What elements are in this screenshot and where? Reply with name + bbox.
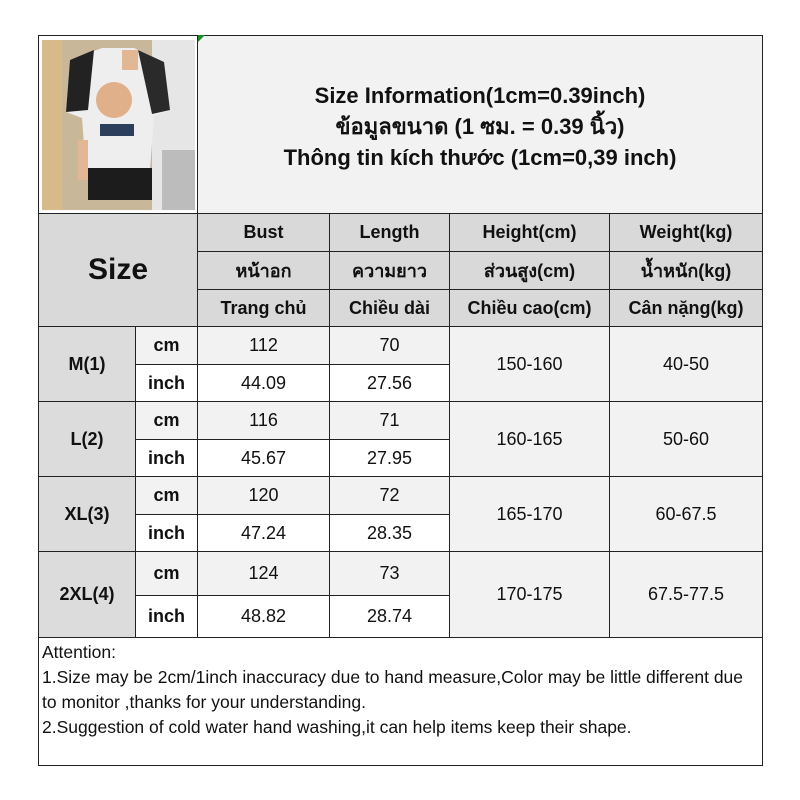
col-weight-vi: Cân nặng(kg)	[609, 289, 763, 327]
size-label: 2XL(4)	[38, 551, 136, 638]
unit-cm: cm	[135, 476, 198, 515]
table-row: XL(3) cm 120 72 165-170 60-67.5	[38, 476, 763, 552]
table-row: inch 45.67 27.95	[39, 439, 763, 477]
weight-range: 60-67.5	[609, 476, 763, 552]
col-bust-thai: หน้าอก	[197, 251, 330, 290]
attention-notes: Attention: 1.Size may be 2cm/1inch inacc…	[38, 637, 763, 766]
size-label: M(1)	[38, 326, 136, 402]
col-weight: Weight(kg)	[609, 213, 763, 252]
size-label: XL(3)	[38, 476, 136, 552]
bust-inch: 47.24	[197, 514, 330, 552]
size-table: Size Information(1cm=0.39inch) ข้อมูลขนา…	[38, 35, 763, 766]
unit-inch: inch	[135, 439, 198, 477]
size-header: Size	[38, 213, 198, 327]
unit-inch: inch	[135, 364, 198, 402]
table-row: inch 48.82 28.74	[39, 595, 763, 638]
col-length-vi: Chiều dài	[329, 289, 450, 327]
attention-note-1: 1.Size may be 2cm/1inch inaccuracy due t…	[42, 667, 744, 712]
length-inch: 27.95	[329, 439, 450, 477]
bust-cm: 124	[197, 551, 330, 596]
weight-range: 40-50	[609, 326, 763, 402]
length-inch: 28.74	[329, 595, 450, 638]
table-row: L(2) cm 116 71 160-165 50-60	[38, 401, 763, 477]
bust-inch: 44.09	[197, 364, 330, 402]
table-row: M(1) cm 112 70 150-160 40-50	[38, 326, 763, 402]
col-bust-vi: Trang chủ	[197, 289, 330, 327]
unit-cm: cm	[135, 401, 198, 440]
unit-cm: cm	[135, 326, 198, 365]
length-cm: 70	[329, 326, 450, 365]
bust-inch: 45.67	[197, 439, 330, 477]
length-cm: 72	[329, 476, 450, 515]
height-range: 170-175	[449, 551, 610, 638]
length-inch: 28.35	[329, 514, 450, 552]
length-cm: 73	[329, 551, 450, 596]
length-cm: 71	[329, 401, 450, 440]
bust-cm: 120	[197, 476, 330, 515]
length-inch: 27.56	[329, 364, 450, 402]
table-row: 2XL(4) cm 124 73 170-175 67.5-77.5	[38, 551, 763, 638]
unit-cm: cm	[135, 551, 198, 596]
col-weight-thai: น้ำหนัก(kg)	[609, 251, 763, 290]
table-row: inch 47.24 28.35	[39, 514, 763, 552]
title-english: Size Information(1cm=0.39inch)	[314, 83, 646, 108]
height-range: 165-170	[449, 476, 610, 552]
bust-cm: 116	[197, 401, 330, 440]
size-chart: Size Information(1cm=0.39inch) ข้อมูลขนา…	[38, 35, 763, 766]
height-range: 160-165	[449, 401, 610, 477]
height-range: 150-160	[449, 326, 610, 402]
size-info-title: Size Information(1cm=0.39inch) ข้อมูลขนา…	[197, 35, 763, 214]
table-row: inch 44.09 27.56	[39, 364, 763, 402]
attention-note-2: 2.Suggestion of cold water hand washing,…	[42, 717, 632, 737]
bust-inch: 48.82	[197, 595, 330, 638]
size-label: L(2)	[38, 401, 136, 477]
col-length: Length	[329, 213, 450, 252]
bust-cm: 112	[197, 326, 330, 365]
corner-marker	[198, 35, 205, 42]
col-height-thai: ส่วนสูง(cm)	[449, 251, 610, 290]
unit-inch: inch	[135, 514, 198, 552]
col-length-thai: ความยาว	[329, 251, 450, 290]
weight-range: 50-60	[609, 401, 763, 477]
title-vietnamese: Thông tin kích thước (1cm=0,39 inch)	[283, 145, 677, 170]
weight-range: 67.5-77.5	[609, 551, 763, 638]
col-height: Height(cm)	[449, 213, 610, 252]
product-photo	[38, 35, 198, 214]
unit-inch: inch	[135, 595, 198, 638]
col-height-vi: Chiều cao(cm)	[449, 289, 610, 327]
title-thai: ข้อมูลขนาด (1 ซม. = 0.39 นิ้ว)	[335, 114, 625, 139]
attention-heading: Attention:	[42, 642, 116, 662]
col-bust: Bust	[197, 213, 330, 252]
